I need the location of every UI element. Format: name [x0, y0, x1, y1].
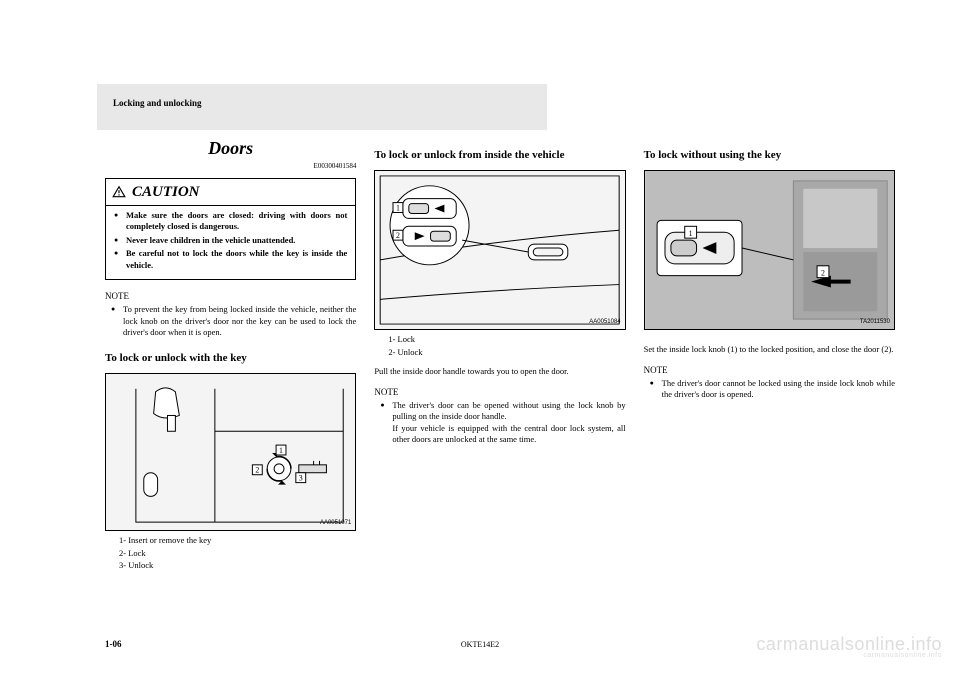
subhead-inside: To lock or unlock from inside the vehicl…	[374, 148, 625, 162]
door-key-illustration: 1 2 3	[106, 374, 355, 530]
figure-code: AA0051071	[320, 519, 351, 527]
doc-number: E00300401584	[105, 162, 356, 171]
caution-header: CAUTION	[106, 179, 355, 206]
page-content: Locking and unlocking Doors E00300401584…	[105, 90, 895, 650]
note-body: To prevent the key from being locked ins…	[105, 304, 356, 338]
fig-label-1: 1	[688, 229, 692, 238]
figure-key-lock: 1 2 3 AA0051071	[105, 373, 356, 531]
section-header: Locking and unlocking	[113, 98, 202, 108]
columns: Doors E00300401584 CAUTION Make sure the…	[105, 136, 895, 573]
column-3: To lock without using the key 2	[644, 136, 895, 573]
paragraph: Set the inside lock knob (1) to the lock…	[644, 344, 895, 355]
fig-label-3: 3	[299, 474, 303, 483]
legend-item: 3- Unlock	[119, 560, 356, 571]
figure-code: AA0051084	[589, 318, 620, 326]
caution-item: Be careful not to lock the doors while t…	[114, 248, 347, 271]
watermark: carmanualsonline.info carmanualsonline.i…	[756, 634, 942, 659]
legend-item: 1- Insert or remove the key	[119, 535, 356, 546]
footer-page-number: 1-06	[105, 639, 122, 649]
note-item: The driver's door cannot be locked using…	[650, 378, 895, 401]
caution-box: CAUTION Make sure the doors are closed: …	[105, 178, 356, 281]
note-body: The driver's door can be opened without …	[374, 400, 625, 446]
note-label: NOTE	[105, 290, 356, 302]
note-body: The driver's door cannot be locked using…	[644, 378, 895, 401]
main-title: Doors	[105, 136, 356, 160]
note-label: NOTE	[644, 364, 895, 376]
caution-label: CAUTION	[132, 182, 200, 202]
fig-label-2: 2	[255, 466, 259, 475]
caution-body: Make sure the doors are closed: driving …	[106, 206, 355, 279]
caution-item: Never leave children in the vehicle unat…	[114, 235, 347, 246]
note-label: NOTE	[374, 386, 625, 398]
caution-item: Make sure the doors are closed: driving …	[114, 210, 347, 233]
figure-inside-lock: 1 2 AA0051084	[374, 170, 625, 330]
fig-label-2: 2	[821, 269, 825, 278]
column-2: To lock or unlock from inside the vehicl…	[374, 136, 625, 573]
fig-label-1: 1	[396, 204, 400, 213]
fig-label-1: 1	[279, 446, 283, 455]
note-item: The driver's door can be opened without …	[380, 400, 625, 446]
subhead-key: To lock or unlock with the key	[105, 351, 356, 365]
figure-legend: 1- Lock 2- Unlock	[374, 330, 625, 358]
warning-triangle-icon	[112, 185, 126, 199]
inside-lock-illustration: 1 2	[375, 171, 624, 329]
fig-label-2: 2	[396, 231, 400, 240]
watermark-main: carmanualsonline.info	[756, 634, 942, 654]
column-1: Doors E00300401584 CAUTION Make sure the…	[105, 136, 356, 573]
figure-legend: 1- Insert or remove the key 2- Lock 3- U…	[105, 531, 356, 571]
paragraph: Pull the inside door handle towards you …	[374, 366, 625, 377]
legend-item: 2- Lock	[119, 548, 356, 559]
figure-no-key: 2 1 TA2011530	[644, 170, 895, 330]
figure-code: TA2011530	[860, 318, 890, 326]
note-item: To prevent the key from being locked ins…	[111, 304, 356, 338]
subhead-nokey: To lock without using the key	[644, 148, 895, 162]
footer-doc-code: OKTE14E2	[461, 640, 499, 649]
no-key-illustration: 2 1	[645, 171, 894, 329]
legend-item: 2- Unlock	[388, 347, 625, 358]
legend-item: 1- Lock	[388, 334, 625, 345]
